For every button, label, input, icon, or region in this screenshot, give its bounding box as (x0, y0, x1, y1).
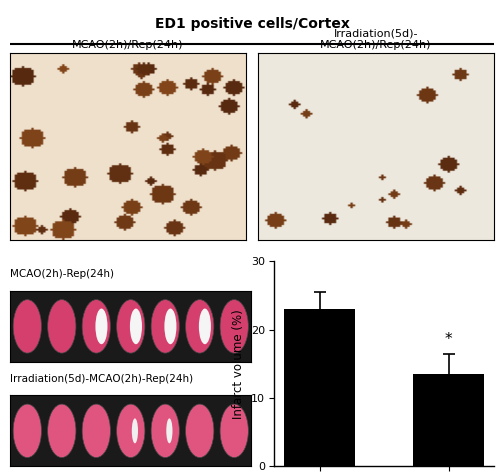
Ellipse shape (185, 404, 214, 457)
Title: Irradiation(5d)-
MCAO(2h)/Rep(24h): Irradiation(5d)- MCAO(2h)/Rep(24h) (320, 28, 431, 50)
Ellipse shape (48, 299, 76, 353)
Ellipse shape (116, 404, 145, 457)
Ellipse shape (132, 418, 138, 443)
Text: Irradiation(5d)-MCAO(2h)-Rep(24h): Irradiation(5d)-MCAO(2h)-Rep(24h) (10, 374, 193, 384)
Ellipse shape (166, 418, 172, 443)
Ellipse shape (13, 404, 41, 457)
Y-axis label: Infarct volume (%): Infarct volume (%) (232, 309, 245, 419)
Text: MCAO(2h)-Rep(24h): MCAO(2h)-Rep(24h) (10, 269, 114, 279)
Text: *: * (445, 332, 453, 347)
Bar (413, 374, 484, 466)
Ellipse shape (151, 299, 179, 353)
Ellipse shape (95, 308, 107, 344)
Bar (284, 309, 355, 466)
Ellipse shape (199, 308, 211, 344)
Ellipse shape (48, 404, 76, 457)
Ellipse shape (82, 404, 110, 457)
Ellipse shape (13, 299, 41, 353)
Ellipse shape (130, 308, 142, 344)
Ellipse shape (151, 404, 179, 457)
Ellipse shape (82, 299, 110, 353)
Ellipse shape (220, 299, 248, 353)
Ellipse shape (185, 299, 214, 353)
Title: MCAO(2h)/Rep(24h): MCAO(2h)/Rep(24h) (73, 40, 184, 50)
Ellipse shape (164, 308, 176, 344)
Text: ED1 positive cells/Cortex: ED1 positive cells/Cortex (155, 17, 349, 31)
Ellipse shape (116, 299, 145, 353)
Ellipse shape (220, 404, 248, 457)
